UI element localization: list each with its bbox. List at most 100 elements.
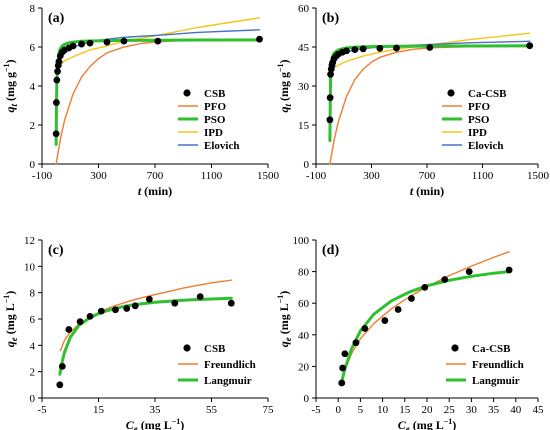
x-tick-label: -5 — [311, 404, 321, 416]
legend-label: IPD — [204, 127, 223, 139]
x-tick-label: 35 — [150, 404, 162, 416]
data-point — [112, 306, 119, 314]
data-point — [326, 94, 334, 102]
y-tick-label: 0 — [304, 393, 310, 405]
data-point — [376, 44, 384, 52]
data-point — [256, 35, 263, 43]
x-tick-label: 35 — [488, 404, 500, 416]
y-tick-label: 15 — [298, 120, 310, 132]
x-axis-label: t (min) — [410, 184, 444, 198]
data-point — [359, 45, 367, 53]
x-tick-label: 1100 — [201, 170, 223, 182]
data-point — [53, 99, 60, 106]
y-tick-label: 45 — [298, 42, 310, 54]
legend-label: PFO — [204, 101, 226, 113]
data-point — [326, 116, 334, 124]
data-point — [171, 299, 179, 307]
y-tick-label: 4 — [30, 81, 36, 93]
y-axis-label: qt (mg g−1) — [276, 59, 293, 112]
x-tick-label: 30 — [466, 404, 478, 416]
y-tick-label: 100 — [293, 235, 310, 247]
legend-label: PSO — [468, 114, 490, 126]
legend-marker-points — [183, 344, 191, 352]
data-point — [327, 70, 334, 78]
legend-label: IPD — [468, 127, 487, 139]
data-point — [76, 318, 84, 326]
y-tick-label: 0 — [30, 393, 36, 405]
legend-label: PSO — [204, 114, 226, 126]
data-point — [69, 42, 77, 50]
legend-label: CSB — [204, 88, 226, 100]
panel-label: (d) — [322, 243, 339, 258]
legend-label: Ca-CSB — [468, 88, 507, 100]
data-point — [58, 363, 66, 370]
x-tick-label: 700 — [147, 170, 164, 182]
y-tick-label: 80 — [298, 267, 310, 279]
series-line-langmuir — [58, 296, 233, 376]
legend-label: Langmuir — [472, 375, 520, 387]
data-point — [65, 326, 73, 333]
y-tick-label: 10 — [24, 261, 36, 273]
data-point — [103, 38, 111, 46]
data-point — [421, 284, 429, 291]
data-point — [196, 293, 204, 301]
data-point — [526, 42, 534, 50]
data-point — [154, 37, 162, 45]
data-point — [53, 76, 61, 84]
x-tick-label: 40 — [510, 404, 522, 416]
data-point — [86, 312, 94, 320]
x-tick-label: -5 — [37, 404, 47, 416]
data-point — [227, 299, 235, 307]
y-tick-label: 20 — [298, 361, 310, 373]
x-axis-label: Ce (mg L−1) — [398, 417, 457, 430]
data-point — [343, 47, 350, 55]
y-axis-label: qt (mg g−1) — [2, 59, 19, 112]
x-tick-label: 300 — [90, 170, 107, 182]
x-tick-label: 45 — [533, 404, 545, 416]
legend-label: Freundlich — [472, 359, 524, 371]
data-point — [408, 295, 415, 302]
y-axis-label: qe (mg L−1) — [276, 291, 293, 348]
data-point — [338, 379, 346, 387]
data-point — [145, 295, 153, 303]
data-point — [78, 40, 85, 48]
series-line-pso — [54, 38, 261, 146]
data-point — [352, 339, 360, 347]
y-tick-label: 2 — [30, 367, 36, 379]
data-point — [465, 268, 473, 275]
y-tick-label: 2 — [30, 120, 36, 132]
y-tick-label: 12 — [24, 235, 35, 247]
legend-label: Ca-CSB — [472, 343, 511, 355]
x-tick-label: 1500 — [257, 170, 280, 182]
legend-marker-points — [451, 344, 459, 352]
x-tick-label: 0 — [335, 404, 341, 416]
x-tick-label: 20 — [422, 404, 434, 416]
data-point — [55, 58, 63, 66]
data-point — [52, 130, 60, 138]
legend-label: Langmuir — [204, 375, 252, 387]
data-point — [441, 276, 449, 283]
data-point — [394, 306, 402, 313]
x-tick-label: 300 — [363, 170, 380, 182]
data-point — [505, 266, 513, 274]
x-tick-label: 55 — [206, 404, 218, 416]
y-tick-label: 6 — [30, 42, 36, 54]
legend-marker-points — [447, 89, 455, 97]
series-line-freundlich — [59, 279, 233, 352]
x-tick-label: 10 — [377, 404, 389, 416]
data-point — [361, 325, 369, 332]
x-tick-label: 15 — [93, 404, 105, 416]
x-tick-label: 15 — [399, 404, 411, 416]
data-point — [97, 307, 105, 315]
x-tick-label: 700 — [419, 170, 436, 182]
y-tick-label: 4 — [30, 340, 36, 352]
y-tick-label: 60 — [298, 3, 310, 15]
x-axis-label: t (min) — [138, 184, 172, 198]
series-line-ipd — [329, 32, 531, 73]
data-point — [131, 302, 139, 310]
data-point — [393, 44, 400, 52]
y-tick-label: 0 — [30, 159, 36, 171]
x-axis-label: Ce (mg L−1) — [126, 417, 185, 430]
